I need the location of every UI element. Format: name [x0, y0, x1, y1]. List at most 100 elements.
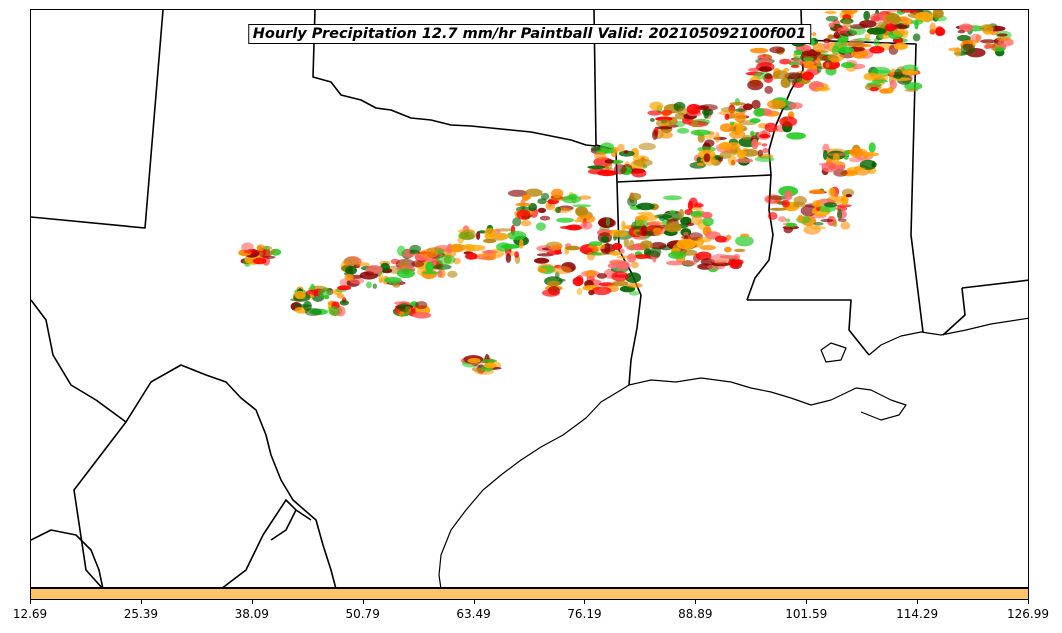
paintball-blob: [537, 198, 547, 205]
paintball-blob: [578, 195, 592, 200]
paintball-blob: [619, 248, 625, 254]
paintball-blob: [892, 77, 911, 81]
paintball-blob: [841, 10, 858, 15]
paintball-blob: [825, 62, 830, 69]
paintball-blob: [812, 42, 827, 53]
paintball-blob: [764, 73, 773, 80]
paintball-blob: [256, 244, 265, 252]
paintball-blob: [843, 150, 850, 160]
paintball-blob: [788, 102, 803, 110]
paintball-blob: [449, 243, 465, 253]
paintball-blob: [668, 251, 687, 260]
paintball-blob: [459, 229, 477, 241]
paintball-blob: [650, 118, 655, 122]
paintball-blob: [719, 123, 734, 133]
paintball-blob: [600, 142, 615, 153]
paintball-blob: [437, 269, 443, 278]
paintball-blob: [559, 225, 573, 230]
paintball-blob: [790, 64, 800, 68]
paintball-blob: [840, 221, 851, 230]
paintball-blob: [718, 110, 739, 116]
paintball-blob: [576, 275, 584, 284]
paintball-blob: [724, 246, 732, 253]
paintball-blob: [840, 62, 855, 69]
paintball-blob: [995, 47, 1005, 52]
paintball-blob: [678, 208, 685, 219]
paintball-blob: [884, 23, 896, 32]
paintball-blob: [607, 263, 618, 269]
paintball-blob: [957, 29, 965, 34]
paintball-blob: [471, 367, 481, 372]
paintball-blob: [710, 253, 730, 264]
paintball-blob: [753, 107, 765, 117]
colorbar-tick: [584, 600, 586, 604]
paintball-blob: [868, 142, 876, 153]
paintball-blob: [703, 135, 717, 139]
paintball-blob: [411, 260, 425, 268]
paintball-blob: [398, 260, 405, 266]
paintball-blob: [718, 157, 723, 162]
paintball-blob: [616, 260, 630, 270]
paintball-blob: [409, 244, 422, 253]
paintball-blob: [904, 82, 923, 91]
paintball-blob: [476, 231, 481, 240]
paintball-blob: [505, 253, 512, 263]
paintball-blob: [820, 218, 834, 223]
paintball-blob: [436, 254, 456, 265]
paintball-blob: [823, 202, 837, 208]
paintball-blob: [750, 47, 769, 54]
paintball-blob: [932, 10, 944, 19]
coastline: [438, 317, 1028, 587]
paintball-blob: [892, 28, 909, 36]
paintball-blob: [627, 253, 637, 263]
paintball-blob: [609, 251, 622, 256]
paintball-blob: [764, 85, 773, 94]
paintball-blob: [761, 130, 768, 136]
colorbar-tick: [140, 600, 142, 604]
paintball-blob: [861, 152, 880, 157]
paintball-blob: [336, 293, 345, 299]
colorbar-tick: [362, 600, 364, 604]
paintball-blob: [828, 187, 836, 197]
paintball-blob: [534, 257, 550, 264]
paintball-blob: [785, 222, 797, 227]
paintball-blob: [633, 158, 653, 167]
paintball-blob: [542, 289, 560, 297]
paintball-blob: [613, 164, 627, 175]
paintball-blob: [398, 303, 411, 312]
colorbar-tick-label: 126.99: [1007, 607, 1049, 621]
paintball-blob: [899, 10, 917, 13]
paintball-blob: [676, 127, 690, 134]
paintball-blob: [784, 72, 804, 80]
paintball-blob: [704, 139, 715, 147]
paintball-blob: [835, 164, 846, 170]
paintball-blob: [345, 265, 357, 275]
paintball-blob: [960, 43, 976, 55]
paintball-blob: [551, 188, 564, 198]
paintball-blob: [690, 119, 699, 128]
paintball-blob: [666, 260, 685, 266]
paintball-blob: [803, 60, 815, 69]
paintball-blob: [984, 44, 991, 50]
colorbar-tick: [917, 600, 919, 604]
paintball-blob: [827, 52, 845, 62]
paintball-blob: [294, 290, 306, 300]
paintball-blob: [948, 47, 961, 52]
paintball-blob: [634, 254, 652, 259]
paintball-blob: [623, 150, 629, 154]
paintball-blob: [625, 272, 642, 283]
paintball-blob: [364, 271, 375, 276]
colorbar-tick: [1028, 600, 1029, 604]
paintball-blob: [863, 10, 871, 21]
paintball-blob: [691, 215, 703, 226]
paintball-blob: [481, 250, 499, 254]
paintball-blob: [800, 205, 817, 217]
paintball-blob: [605, 161, 613, 171]
paintball-blob: [833, 31, 840, 39]
paintball-blob: [825, 15, 839, 22]
paintball-blob: [656, 126, 673, 130]
paintball-blob: [594, 151, 607, 160]
paintball-blob: [565, 224, 583, 231]
paintball-blob: [873, 37, 880, 47]
paintball-blob: [980, 39, 997, 44]
